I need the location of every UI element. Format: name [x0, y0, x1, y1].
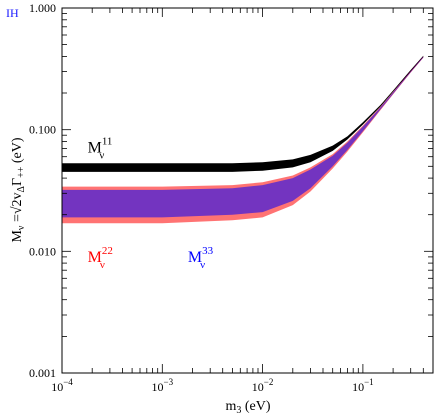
y-axis-title-sub3: ++: [16, 166, 27, 178]
y-tick-label: 0.001: [29, 366, 56, 380]
x-tick-label: 10−3: [152, 377, 174, 394]
y-axis-title-main: M: [10, 230, 25, 243]
series-label-33: M33 ν: [188, 245, 214, 271]
x-axis-title-main: m: [225, 399, 236, 414]
band-m-33-: [62, 56, 424, 218]
y-axis-title-sub2: Δ: [16, 185, 27, 192]
data-bands: [62, 55, 424, 224]
y-tick-label: 0.010: [29, 244, 56, 258]
x-axis-title-sub: 3: [236, 405, 241, 416]
band-m-11-: [62, 55, 424, 172]
y-axis-title: Mν =√2vΔΓ++ (eV): [10, 137, 27, 242]
x-tick-label: 10−1: [352, 377, 374, 394]
series-labels: M11 ν M22 ν M33 ν: [88, 135, 214, 270]
y-axis-title-sub: ν: [16, 225, 27, 230]
series-label-22: M22 ν: [88, 245, 113, 271]
x-axis-title-unit: (eV): [241, 399, 270, 414]
y-tick-label: 0.100: [29, 123, 56, 137]
y-axis-title-gamma: Γ: [10, 178, 25, 186]
y-axis-title-unit: (eV): [10, 137, 25, 166]
corner-tag: IH: [6, 6, 19, 20]
x-tick-label: 10−4: [51, 377, 73, 394]
y-tick-label: 1.000: [29, 1, 56, 15]
x-tick-label: 10−2: [252, 377, 274, 394]
series-label-11: M11 ν: [88, 135, 113, 161]
y-axis-title-eq: =√2v: [10, 192, 25, 225]
x-axis-title: m3 (eV): [225, 399, 270, 416]
axis-ticks: [61, 7, 434, 374]
tick-labels: 10−4 10−3 10−2 10−1 0.001 0.010 0.100 1.000: [29, 1, 374, 394]
